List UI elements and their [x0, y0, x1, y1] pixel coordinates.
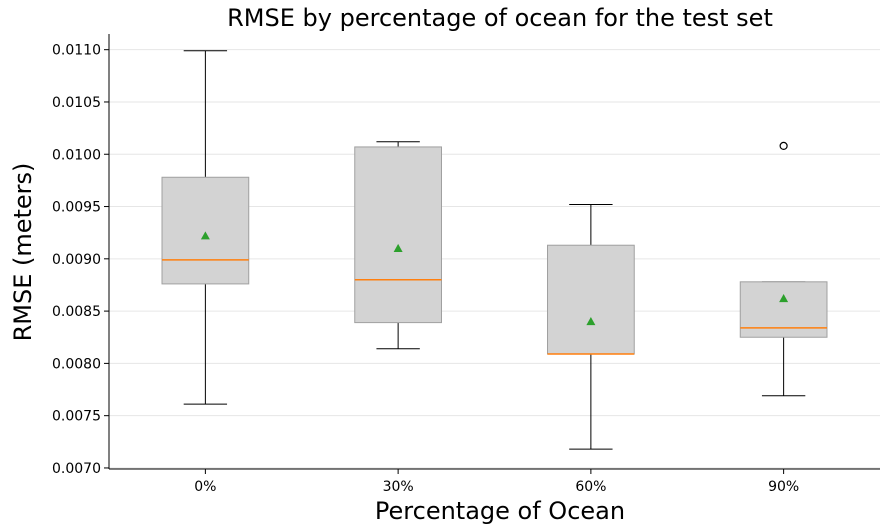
y-axis-title: RMSE (meters) [9, 163, 37, 342]
x-tick-label: 60% [575, 479, 606, 495]
y-tick-label: 0.0110 [52, 43, 101, 59]
box-iqr [547, 244, 635, 355]
mean-marker [393, 243, 403, 252]
ticks: 0.0070 0.0075 0.0080 0.0085 0.0090 0.0095 0.01… [52, 43, 799, 495]
box-group [354, 141, 442, 350]
y-tick-label: 0.0085 [52, 304, 101, 320]
axes [108, 34, 880, 470]
x-axis-title: Percentage of Ocean [375, 497, 625, 525]
y-tick-label: 0.0075 [52, 409, 101, 425]
mean-marker [779, 294, 789, 303]
mean-marker [586, 317, 596, 326]
y-tick-label: 0.0090 [52, 252, 101, 268]
box-iqr [161, 176, 250, 285]
box-iqr [354, 146, 442, 324]
mean-marker [200, 231, 210, 240]
y-tick-label: 0.0095 [52, 200, 101, 216]
boxes [161, 50, 828, 450]
box-group [547, 203, 635, 450]
box-group [161, 50, 250, 405]
y-tick-label: 0.0070 [52, 461, 101, 477]
x-tick-label: 0% [194, 479, 216, 495]
chart-title: RMSE by percentage of ocean for the test… [227, 4, 773, 32]
x-tick-label: 30% [383, 479, 414, 495]
y-tick-label: 0.0080 [52, 356, 101, 372]
outlier-point [779, 141, 788, 150]
y-tick-label: 0.0100 [52, 147, 101, 163]
x-tick-label: 90% [768, 479, 799, 495]
box-iqr [739, 281, 828, 338]
box-group [739, 141, 828, 397]
y-tick-label: 0.0105 [52, 95, 101, 111]
